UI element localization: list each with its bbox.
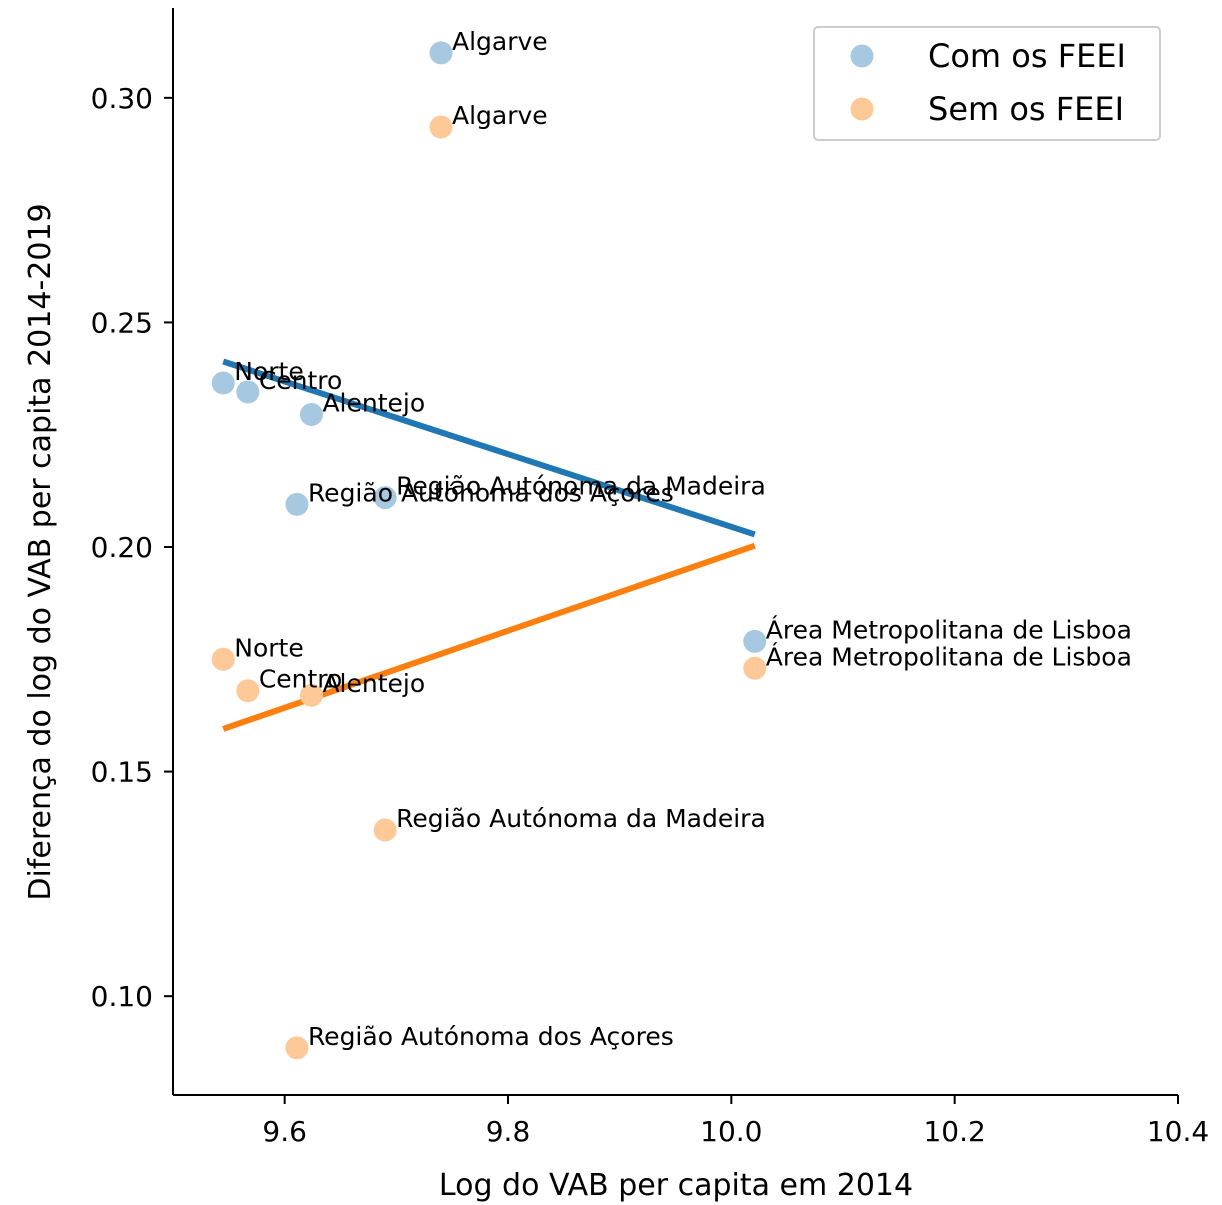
point-label: Centro [259, 366, 343, 395]
legend-label: Com os FEEI [928, 37, 1126, 75]
trend-line-com-feei [222, 358, 756, 538]
data-point [743, 629, 767, 653]
x-tick-label: 10.4 [1147, 1115, 1209, 1148]
point-label: Região Autónoma dos Açores [308, 1022, 674, 1051]
x-tick-label: 10.0 [700, 1115, 762, 1148]
data-point [285, 492, 309, 516]
legend-frame [813, 26, 1161, 141]
data-point [211, 371, 235, 395]
point-label: Algarve [452, 27, 548, 56]
data-point [429, 41, 453, 65]
data-points [211, 41, 767, 1060]
legend: Com os FEEI Sem os FEEI [813, 26, 1161, 141]
axes: 9.6 9.8 10.0 10.2 10.4 0.10 0.15 0.20 0.25 0.30 [91, 8, 1209, 1148]
point-label: Norte [234, 357, 303, 386]
point-label: Região Autónoma da Madeira [396, 472, 766, 501]
point-label: Região Autónoma dos Açores [308, 478, 674, 507]
y-tick-label: 0.20 [91, 531, 153, 564]
data-point [236, 679, 260, 703]
data-point [211, 647, 235, 671]
x-tick-label: 10.2 [923, 1115, 985, 1148]
point-label: Algarve [452, 101, 548, 130]
point-label: Norte [234, 633, 303, 662]
data-point [299, 403, 323, 427]
data-point [429, 115, 453, 139]
point-label: Alentejo [322, 389, 425, 418]
point-label: Alentejo [322, 669, 425, 698]
y-tick-label: 0.15 [91, 756, 153, 789]
data-point [373, 486, 397, 510]
x-tick-label: 9.6 [262, 1115, 307, 1148]
data-point [285, 1036, 309, 1060]
data-point [299, 683, 323, 707]
point-label: Centro [259, 665, 343, 694]
legend-marker [850, 44, 874, 68]
y-tick-label: 0.25 [91, 306, 153, 339]
x-axis-title: Log do VAB per capita em 2014 [439, 1168, 913, 1203]
data-point [743, 656, 767, 680]
data-point [236, 380, 260, 404]
legend-label: Sem os FEEI [928, 90, 1124, 128]
legend-marker [850, 97, 874, 121]
y-tick-label: 0.30 [91, 82, 153, 115]
x-tick-label: 9.8 [486, 1115, 531, 1148]
point-label: Área Metropolitana de Lisboa [766, 615, 1132, 644]
point-label: Área Metropolitana de Lisboa [766, 642, 1132, 671]
point-label: Região Autónoma da Madeira [396, 804, 766, 833]
y-axis-title: Diferença do log do VAB per capita 2014-… [23, 203, 58, 900]
data-point [373, 818, 397, 842]
y-tick-label: 0.10 [91, 980, 153, 1013]
